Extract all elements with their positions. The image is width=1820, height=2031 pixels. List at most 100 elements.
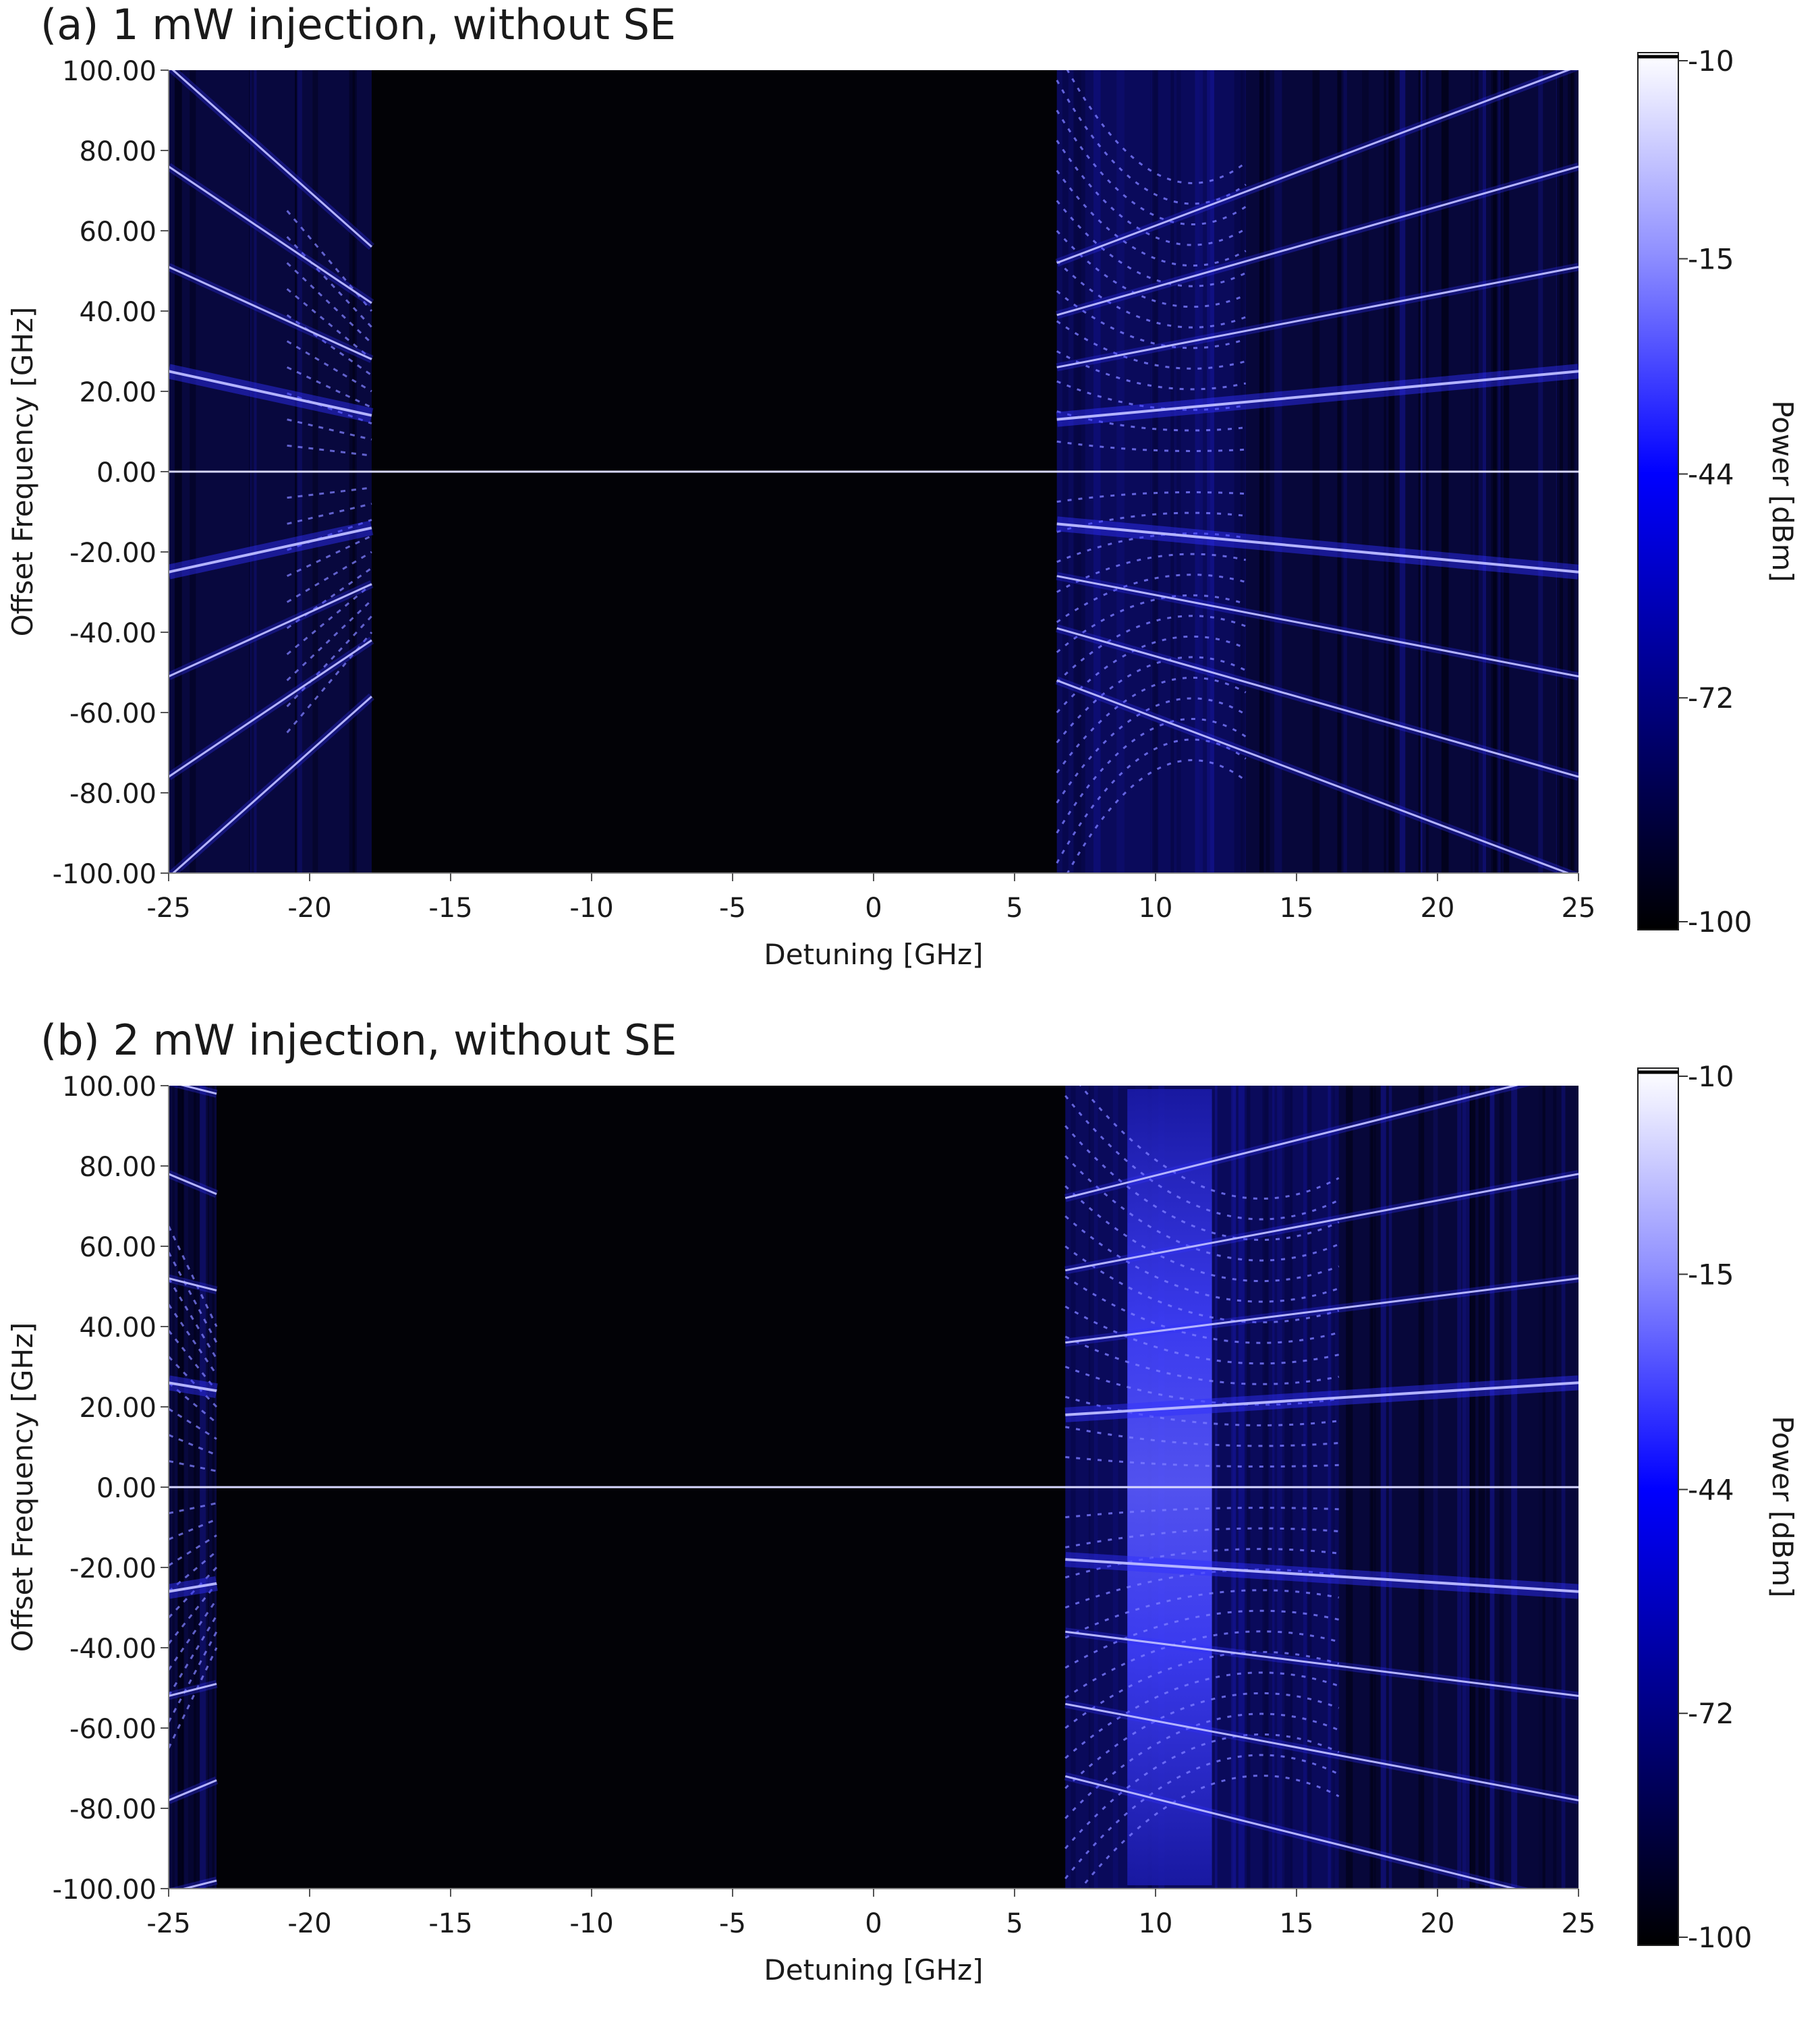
chaotic-sideband-arc <box>1064 1395 1339 1426</box>
left-sideband-arc <box>287 444 372 457</box>
x-tick-label: 20 <box>1421 1908 1455 1939</box>
y-tick-label: 100.00 <box>62 56 157 87</box>
y-tick-label: -60.00 <box>69 1714 157 1745</box>
spectrogram-chart-a: 100.00 80.00 60.00 40.00 20.00 0.00 -20.00 -40.… <box>6 45 1799 971</box>
spectrogram-area <box>169 1086 1579 1889</box>
x-tick-label: -20 <box>287 1908 331 1939</box>
colorbar-tick-label: -44 <box>1688 457 1734 491</box>
colorbar-tick-label: -10 <box>1688 45 1734 78</box>
x-tick-label: 5 <box>1006 1908 1023 1939</box>
y-axis-label: Offset Frequency [GHz] <box>6 1323 39 1652</box>
x-tick-label: 0 <box>865 893 882 924</box>
right-sideband-line <box>1064 1086 1519 1200</box>
panel-title: (a) 1 mW injection, without SE <box>40 0 677 49</box>
left-sideband-line <box>171 696 372 873</box>
y-tick-label: -80.00 <box>69 1794 157 1825</box>
left-sideband-line <box>180 1086 217 1095</box>
left-sideband-arc <box>287 486 372 499</box>
left-sideband-arc <box>287 418 372 441</box>
x-tick-label: -15 <box>428 893 472 924</box>
x-tick-label: 5 <box>1006 893 1023 924</box>
chaotic-sideband-arc <box>1064 1650 1340 1729</box>
colorbar <box>1637 1067 1679 1946</box>
chaotic-sideband-arc <box>1056 260 1247 329</box>
x-tick-label: -10 <box>569 893 613 924</box>
x-tick-label: -15 <box>428 1908 472 1939</box>
chaotic-sideband-arc <box>1064 1125 1340 1241</box>
chaotic-sideband-arc <box>1064 1185 1340 1283</box>
right-sideband-line <box>1056 266 1579 368</box>
chaotic-sideband-arc <box>1056 697 1247 804</box>
left-sideband-line <box>169 1173 217 1196</box>
x-tick-label: 0 <box>865 1908 882 1939</box>
right-sideband-line <box>1065 1277 1579 1344</box>
left-sideband-arc <box>169 1647 218 1749</box>
chaotic-sideband-arc <box>1064 1426 1339 1447</box>
left-sideband-arc <box>169 1582 218 1644</box>
left-sideband-arc <box>169 1534 217 1567</box>
chaotic-sideband-arc <box>1064 1366 1339 1406</box>
left-sideband-line <box>169 583 372 677</box>
chaotic-sideband-arc <box>1056 350 1247 391</box>
left-sideband-line <box>169 1779 217 1802</box>
chaotic-sideband-arc <box>1056 290 1247 350</box>
x-tick-label: 20 <box>1421 893 1455 924</box>
x-tick-label: 15 <box>1280 893 1314 924</box>
left-sideband-arc <box>286 366 372 409</box>
chaotic-sideband-arc <box>1056 491 1246 503</box>
left-sideband-arc <box>169 1566 218 1619</box>
colorbar-label: Power [dBm] <box>1766 1416 1799 1598</box>
panel-a: (a) 1 mW injection, without SE 100.00 80.… <box>6 0 1799 971</box>
x-axis-label: Detuning [GHz] <box>764 1953 983 1986</box>
chaotic-sideband-arc <box>1064 1754 1340 1880</box>
x-tick-label: -5 <box>719 893 746 924</box>
x-tick-label: -10 <box>569 1908 613 1939</box>
spectrogram-chart-b: 100.00 80.00 60.00 40.00 20.00 0.00 -20.00 -40.… <box>6 1060 1799 1986</box>
x-tick-label: 25 <box>1562 1908 1596 1939</box>
left-sideband-arc <box>286 314 372 377</box>
colorbar-tick-label: -100 <box>1688 1921 1752 1954</box>
panel-b: (b) 2 mW injection, without SE 100.00 80.… <box>0 1016 1820 2031</box>
spectrogram-area <box>169 70 1579 873</box>
chaotic-sideband-arc <box>1056 594 1247 653</box>
y-tick-label: 20.00 <box>79 377 157 408</box>
left-sideband-arc <box>286 262 372 344</box>
colorbar-label: Power [dBm] <box>1766 400 1799 582</box>
left-sideband-arc <box>169 1502 217 1515</box>
y-tick-label: -100.00 <box>53 1874 157 1905</box>
colorbar-tick-label: -72 <box>1688 1697 1734 1730</box>
left-sideband-arc <box>169 1598 218 1671</box>
right-sideband-line <box>1056 70 1571 265</box>
chaotic-sideband-arc <box>1064 1245 1340 1324</box>
y-tick-label: 0.00 <box>96 457 157 489</box>
left-sideband-line <box>169 165 372 304</box>
left-sideband-arc <box>286 583 372 655</box>
y-tick-label: 0.00 <box>96 1473 157 1504</box>
chaotic-sideband-arc <box>1056 109 1247 225</box>
x-tick-label: 25 <box>1562 893 1596 924</box>
chaotic-sideband-arc <box>1064 1275 1340 1344</box>
x-tick-label: 10 <box>1139 893 1173 924</box>
chaotic-sideband-arc <box>1056 718 1247 834</box>
x-tick-label: 15 <box>1280 1908 1314 1939</box>
right-sideband-line <box>1056 522 1579 574</box>
chaotic-sideband-arc <box>1064 1589 1339 1639</box>
left-sideband-line <box>169 370 372 417</box>
chaotic-sideband-arc <box>1056 230 1247 308</box>
chaotic-sideband-arc <box>1056 656 1247 744</box>
colorbar-tick-label: -44 <box>1688 1473 1734 1506</box>
colorbar <box>1637 52 1679 930</box>
x-tick-label: -25 <box>146 1908 190 1939</box>
chaotic-sideband-arc <box>1079 1775 1340 1889</box>
right-sideband-line <box>1064 1775 1519 1889</box>
left-sideband-arc <box>287 392 372 425</box>
left-sideband-arc <box>286 288 372 360</box>
left-sideband-arc <box>286 534 372 578</box>
left-sideband-arc <box>169 1459 217 1472</box>
right-sideband-line <box>1065 1381 1579 1416</box>
chaotic-sideband-arc <box>1056 635 1247 713</box>
right-sideband-line <box>1065 1558 1579 1593</box>
y-tick-label: -100.00 <box>53 859 157 890</box>
y-tick-label: 80.00 <box>79 136 157 167</box>
left-sideband-arc <box>169 1330 218 1392</box>
